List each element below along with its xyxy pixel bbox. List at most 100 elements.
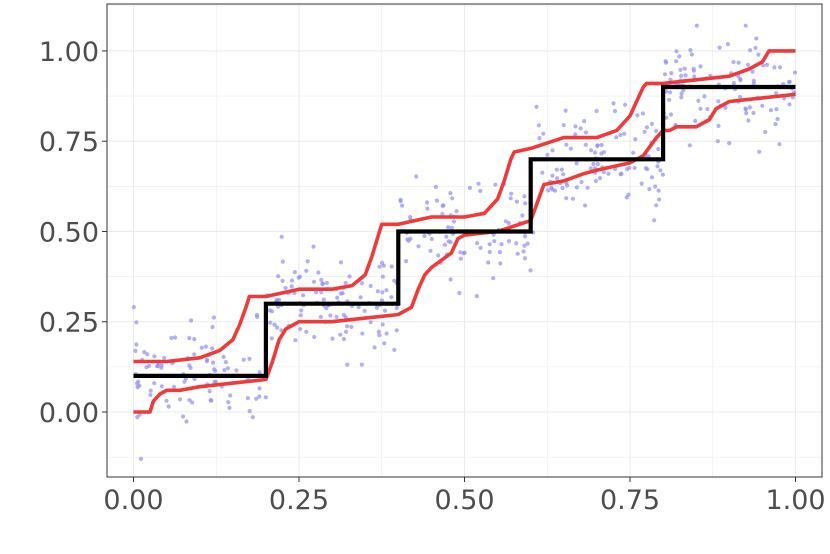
data-point — [254, 396, 259, 401]
data-point — [162, 355, 167, 360]
data-point — [642, 129, 647, 134]
data-point — [588, 148, 594, 153]
data-point — [751, 81, 756, 86]
data-point — [289, 284, 294, 289]
data-point — [662, 72, 668, 77]
data-point — [324, 280, 329, 286]
data-point — [691, 66, 696, 71]
data-point — [561, 123, 566, 128]
data-point — [416, 244, 421, 249]
data-point — [305, 259, 310, 264]
truth-line — [133, 84, 796, 378]
data-point — [169, 335, 174, 341]
data-point — [738, 94, 743, 100]
data-point — [487, 249, 492, 255]
data-point — [727, 141, 732, 146]
data-point — [773, 122, 778, 127]
data-point — [380, 274, 385, 279]
data-point — [182, 379, 187, 384]
data-point — [394, 305, 399, 311]
data-point — [679, 73, 684, 78]
data-point — [657, 197, 662, 202]
data-point — [192, 352, 197, 357]
data-point — [204, 357, 210, 362]
data-point — [375, 289, 380, 294]
data-point — [717, 45, 722, 50]
data-point — [136, 379, 141, 384]
data-point — [523, 201, 528, 206]
data-point — [433, 184, 438, 190]
data-point — [152, 381, 157, 386]
data-point — [301, 293, 306, 298]
data-point — [338, 332, 343, 337]
data-point — [588, 166, 593, 171]
data-point — [583, 142, 588, 147]
data-point — [270, 309, 275, 314]
data-point — [597, 176, 603, 181]
data-point — [458, 256, 463, 261]
data-point — [134, 342, 139, 347]
data-point — [514, 241, 519, 246]
data-point — [574, 185, 580, 190]
data-point — [297, 274, 303, 279]
data-point — [280, 259, 285, 264]
data-point — [392, 347, 397, 352]
data-point — [321, 297, 326, 302]
data-point — [178, 397, 183, 402]
data-point — [382, 308, 388, 313]
data-point — [694, 23, 699, 28]
data-point — [541, 131, 546, 136]
data-point — [667, 97, 672, 102]
data-point — [451, 219, 456, 224]
data-point — [614, 135, 619, 140]
data-point — [148, 392, 153, 398]
data-point — [135, 385, 140, 390]
data-point — [382, 341, 387, 346]
x-tick-label: 1.00 — [765, 485, 825, 516]
data-point — [152, 354, 157, 359]
data-point — [640, 111, 646, 116]
data-point — [748, 48, 753, 53]
data-point — [760, 103, 765, 108]
data-point — [674, 49, 679, 54]
data-point — [133, 348, 138, 353]
data-point — [520, 213, 525, 218]
data-point — [341, 312, 346, 318]
data-point — [689, 52, 695, 57]
data-point — [338, 260, 344, 265]
data-point — [757, 149, 762, 154]
data-point — [155, 364, 160, 369]
data-point — [486, 260, 491, 265]
data-point — [289, 278, 295, 283]
data-point — [702, 94, 707, 99]
data-point — [536, 123, 542, 128]
data-point — [679, 95, 684, 100]
data-point — [528, 268, 533, 273]
data-point — [368, 320, 373, 325]
data-point — [678, 67, 683, 72]
data-point — [683, 73, 688, 78]
data-point — [750, 69, 755, 74]
data-point — [448, 191, 453, 196]
data-point — [611, 101, 616, 106]
data-point — [736, 74, 741, 79]
data-point — [222, 368, 227, 373]
data-point — [698, 64, 703, 69]
data-point — [446, 225, 451, 230]
data-point — [523, 234, 528, 239]
y-tick-label: 0.75 — [39, 127, 99, 158]
data-point — [478, 188, 483, 193]
data-point — [203, 344, 208, 349]
data-point — [743, 23, 748, 28]
data-point — [450, 196, 455, 201]
data-point — [436, 253, 441, 258]
data-point — [227, 405, 232, 410]
data-point — [568, 146, 574, 151]
data-point — [574, 161, 579, 166]
data-point — [404, 259, 409, 264]
data-point — [625, 167, 630, 172]
data-point — [768, 108, 774, 113]
data-point — [374, 305, 379, 310]
data-point — [561, 172, 566, 177]
